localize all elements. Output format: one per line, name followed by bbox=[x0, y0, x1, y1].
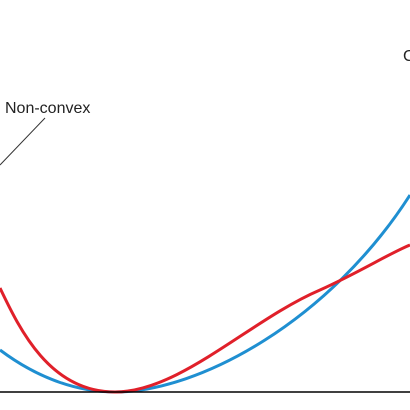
non-convex-label: Non-convex bbox=[5, 100, 90, 117]
non-convex-curve bbox=[0, 243, 410, 394]
leader-line bbox=[0, 117, 46, 166]
convex-label: C bbox=[403, 48, 410, 65]
